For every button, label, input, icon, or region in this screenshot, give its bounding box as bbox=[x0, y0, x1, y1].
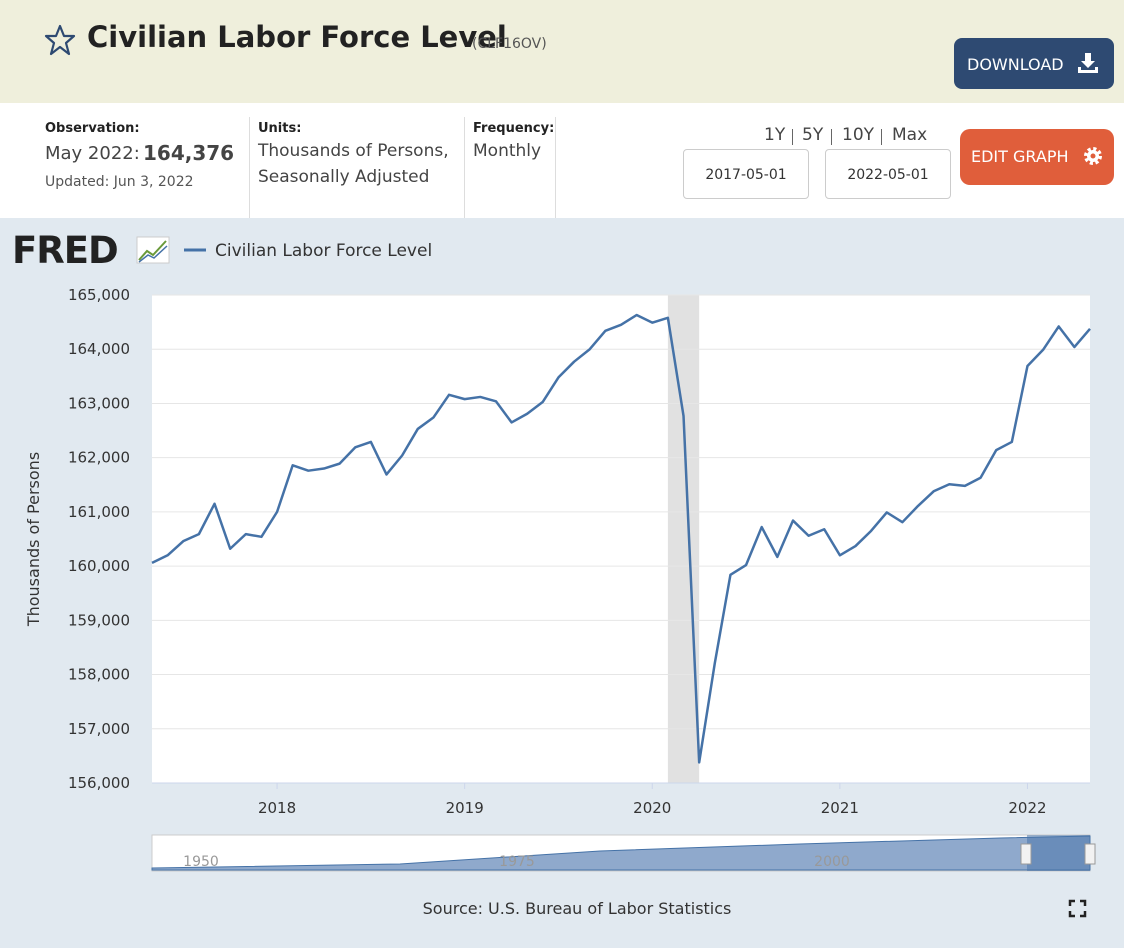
y-tick-label: 156,000 bbox=[68, 774, 130, 792]
legend-label: Civilian Labor Force Level bbox=[215, 241, 432, 261]
range-link[interactable]: 10Y bbox=[842, 125, 875, 145]
chart: FRED 156,000 157,000 158,000 159,000 160,000… bbox=[0, 218, 1124, 948]
x-tick-label: 2018 bbox=[258, 799, 296, 817]
frequency-label: Frequency: bbox=[473, 121, 555, 136]
end-date-input[interactable]: 2022-05-01 bbox=[825, 149, 951, 199]
favorite-star[interactable] bbox=[44, 24, 76, 56]
units-label: Units: bbox=[258, 121, 302, 136]
navigator-handle[interactable] bbox=[1084, 843, 1096, 865]
y-tick-label: 161,000 bbox=[68, 503, 130, 521]
range-separator bbox=[831, 129, 832, 145]
y-axis-label: Thousands of Persons bbox=[24, 452, 43, 627]
source: Source: U.S. Bureau of Labor Statistics bbox=[423, 899, 732, 918]
frequency-value: Monthly bbox=[473, 141, 542, 161]
range-separator bbox=[881, 129, 882, 145]
updated-date: Updated: Jun 3, 2022 bbox=[45, 174, 194, 190]
header bbox=[0, 0, 1124, 103]
navigator-label: 2000 bbox=[814, 854, 850, 870]
navigator-handle[interactable] bbox=[1020, 843, 1032, 865]
y-tick-label: 164,000 bbox=[68, 340, 130, 358]
separator bbox=[249, 117, 250, 219]
download-button[interactable]: DOWNLOAD bbox=[954, 38, 1114, 89]
series-line bbox=[151, 313, 1091, 764]
units-line: Seasonally Adjusted bbox=[258, 167, 430, 187]
edit-graph-button[interactable]: EDIT GRAPH bbox=[960, 129, 1114, 185]
x-tick-label: 2019 bbox=[446, 799, 484, 817]
y-tick-label: 162,000 bbox=[68, 449, 130, 467]
x-tick-label: 2020 bbox=[633, 799, 671, 817]
observation-label: Observation: bbox=[45, 121, 140, 136]
navigator-label: 1975 bbox=[499, 854, 535, 870]
gear-icon bbox=[1084, 147, 1102, 165]
start-date-input[interactable]: 2017-05-01 bbox=[683, 149, 809, 199]
download-label: DOWNLOAD bbox=[967, 55, 1064, 74]
range-link[interactable]: Max bbox=[892, 125, 928, 145]
separator bbox=[555, 117, 556, 219]
download-icon bbox=[1078, 53, 1098, 73]
y-tick-label: 160,000 bbox=[68, 557, 130, 575]
units-line: Thousands of Persons, bbox=[258, 141, 449, 161]
y-tick-label: 165,000 bbox=[68, 286, 130, 304]
separator bbox=[464, 117, 465, 219]
y-tick-label: 157,000 bbox=[68, 720, 130, 738]
y-tick-label: 158,000 bbox=[68, 666, 130, 684]
recession-shading bbox=[667, 295, 700, 783]
x-tick-label: 2022 bbox=[1008, 799, 1046, 817]
x-tick-label: 2021 bbox=[821, 799, 859, 817]
logo-icon bbox=[136, 236, 170, 264]
plot-area bbox=[152, 295, 1090, 783]
edit-label: EDIT GRAPH bbox=[971, 147, 1069, 166]
page-title: Civilian Labor Force Level bbox=[87, 20, 507, 54]
fred-logo: FRED bbox=[12, 229, 118, 272]
range-link[interactable]: 5Y bbox=[802, 125, 824, 145]
observation-date: May 2022: bbox=[45, 143, 140, 164]
range-separator bbox=[792, 129, 793, 145]
y-tick-label: 163,000 bbox=[68, 394, 130, 412]
range-link[interactable]: 1Y bbox=[764, 125, 786, 145]
navigator-selection[interactable] bbox=[1027, 835, 1090, 871]
navigator-label: 1950 bbox=[183, 854, 219, 870]
fullscreen-icon[interactable] bbox=[1068, 899, 1087, 918]
observation-value: 164,376 bbox=[143, 141, 235, 165]
y-tick-label: 159,000 bbox=[68, 611, 130, 629]
series-id: (CLF16OV) bbox=[472, 36, 547, 52]
